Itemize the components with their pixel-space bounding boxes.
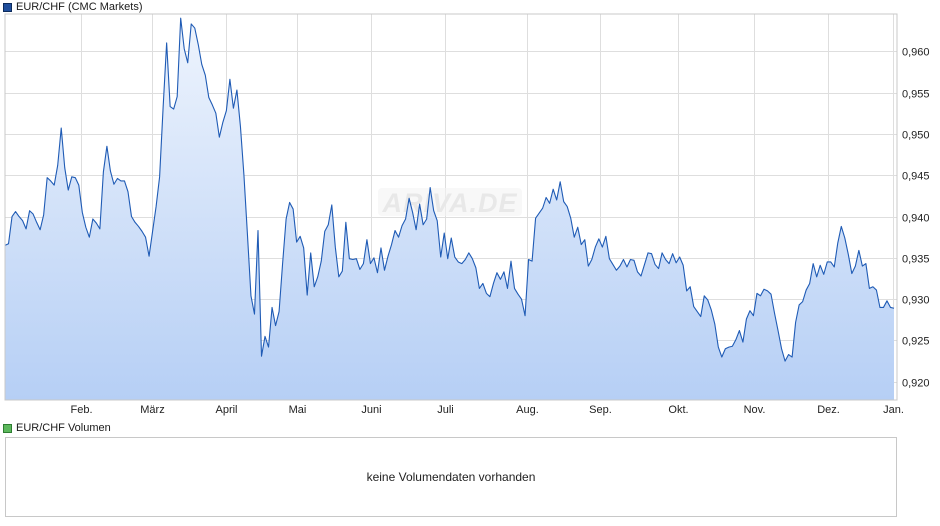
x-tick-label: Aug. — [516, 404, 539, 416]
watermark-logo: ARIVA.DE — [381, 188, 517, 218]
x-tick-label: Dez. — [817, 404, 840, 416]
price-chart: 0,920 0,925 0,930 0,935 0,940 0,945 0,950 0,955… — [4, 13, 930, 416]
volume-legend: EUR/CHF Volumen — [3, 421, 111, 435]
price-line — [4, 17, 895, 362]
price-legend-swatch — [3, 2, 12, 12]
x-tick-label: Juli — [437, 404, 454, 416]
x-tick-label: März — [140, 404, 164, 416]
y-tick-label: 0,935 — [902, 254, 930, 266]
x-tick-label: Okt. — [668, 404, 688, 416]
x-tick-label: Feb. — [70, 404, 92, 416]
x-tick-label: April — [215, 404, 237, 416]
x-tick-label: Mai — [289, 404, 307, 416]
x-tick-label: Juni — [361, 404, 381, 416]
y-tick-label: 0,930 — [902, 295, 930, 307]
x-tick-label: Jan. — [883, 404, 904, 416]
price-legend: EUR/CHF (CMC Markets) — [3, 0, 143, 14]
price-legend-label: EUR/CHF (CMC Markets) — [16, 1, 143, 13]
y-tick-label: 0,960 — [902, 47, 930, 59]
x-tick-label: Nov. — [744, 404, 766, 416]
y-tick-label: 0,945 — [902, 171, 930, 183]
no-volume-message: keine Volumendaten vorhanden — [366, 470, 536, 484]
volume-legend-swatch — [3, 423, 12, 433]
price-area-fill — [5, 18, 894, 400]
plot-frame — [4, 13, 898, 401]
x-tick-label: Sep. — [589, 404, 612, 416]
y-tick-label: 0,950 — [902, 130, 930, 142]
y-tick-label: 0,920 — [902, 378, 930, 390]
volume-legend-label: EUR/CHF Volumen — [16, 422, 111, 434]
y-tick-label: 0,925 — [902, 336, 930, 348]
y-tick-label: 0,955 — [902, 89, 930, 101]
watermark-background — [378, 188, 522, 216]
volume-panel: keine Volumendaten vorhanden — [5, 437, 897, 517]
y-tick-label: 0,940 — [902, 213, 930, 225]
